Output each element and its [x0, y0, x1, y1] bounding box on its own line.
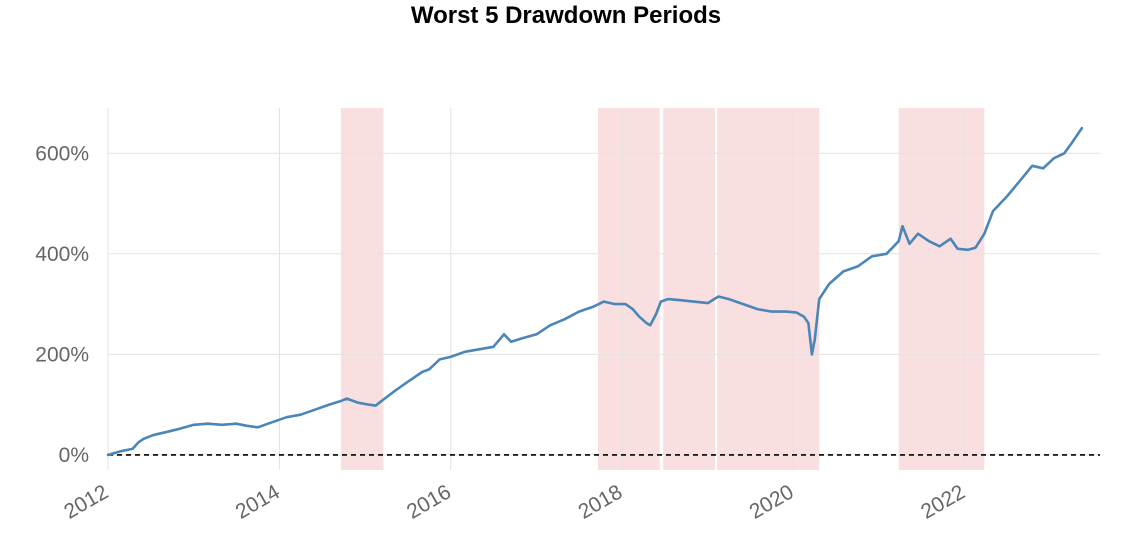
x-tick-label: 2014 [232, 480, 284, 523]
y-tick-label: 600% [35, 142, 89, 165]
y-tick-label: 0% [59, 444, 89, 467]
cumulative-return-line [106, 126, 1084, 457]
drawdown-period-5 [898, 108, 985, 470]
y-tick-label: 200% [35, 343, 89, 366]
drawdown-period-3 [663, 108, 716, 470]
drawdown-period-2 [598, 108, 660, 470]
x-tick-label: 2020 [746, 480, 798, 523]
x-tick-label: 2018 [574, 480, 626, 523]
y-tick-label: 400% [35, 243, 89, 266]
drawdown-period-4 [717, 108, 820, 470]
drawdown-period-1 [340, 108, 384, 470]
chart-title: Worst 5 Drawdown Periods [410, 2, 722, 29]
x-tick-label: 2022 [917, 480, 969, 523]
x-tick-label: 2012 [60, 480, 112, 523]
x-tick-label: 2016 [403, 480, 455, 523]
